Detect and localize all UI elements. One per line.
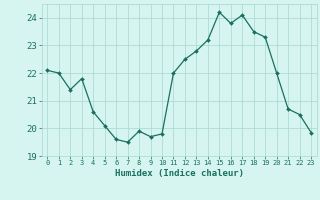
X-axis label: Humidex (Indice chaleur): Humidex (Indice chaleur) <box>115 169 244 178</box>
